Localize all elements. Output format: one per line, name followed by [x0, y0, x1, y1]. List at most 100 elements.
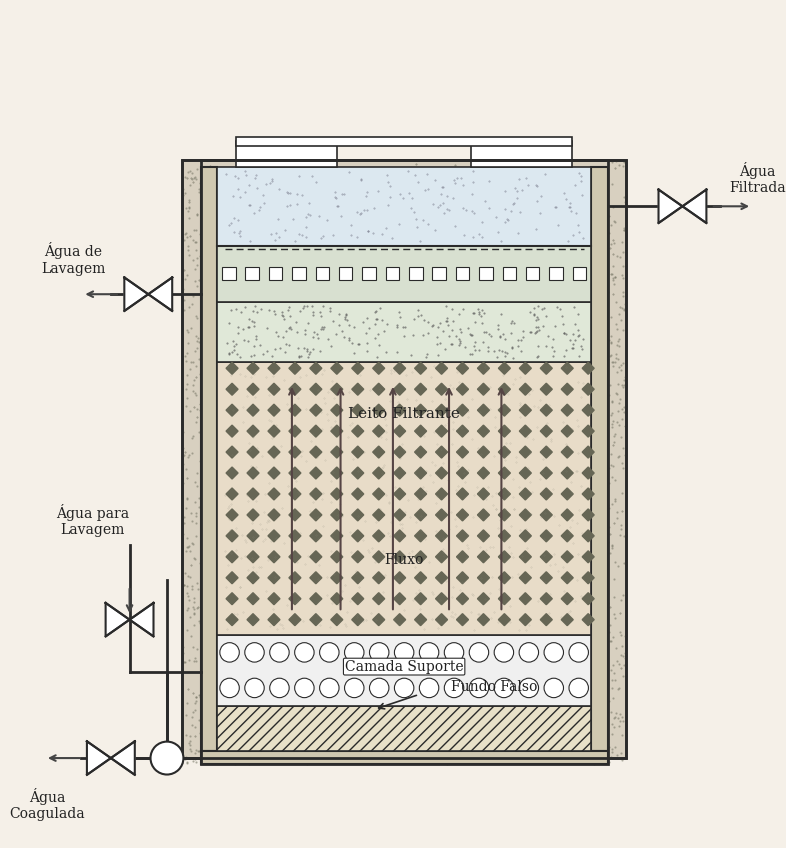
Circle shape [369, 678, 389, 698]
Polygon shape [373, 593, 384, 605]
Circle shape [519, 643, 538, 662]
Polygon shape [226, 383, 238, 395]
Polygon shape [394, 551, 406, 563]
Circle shape [295, 678, 314, 698]
Circle shape [469, 678, 489, 698]
Polygon shape [268, 593, 280, 605]
Polygon shape [498, 488, 510, 500]
Polygon shape [561, 509, 573, 521]
Polygon shape [289, 425, 301, 437]
Polygon shape [352, 593, 364, 605]
Polygon shape [582, 530, 594, 542]
Polygon shape [435, 362, 447, 374]
Polygon shape [373, 362, 384, 374]
Polygon shape [457, 446, 468, 458]
Polygon shape [435, 404, 447, 416]
Polygon shape [373, 446, 384, 458]
Bar [479, 267, 493, 281]
Polygon shape [582, 467, 594, 479]
Polygon shape [561, 488, 573, 500]
Bar [245, 267, 259, 281]
Circle shape [270, 643, 289, 662]
Circle shape [544, 643, 564, 662]
Bar [269, 267, 282, 281]
Polygon shape [477, 446, 490, 458]
Polygon shape [414, 425, 427, 437]
Polygon shape [373, 425, 384, 437]
Circle shape [320, 643, 339, 662]
Polygon shape [477, 467, 490, 479]
Polygon shape [247, 551, 259, 563]
Polygon shape [247, 593, 259, 605]
Circle shape [395, 643, 414, 662]
Circle shape [569, 678, 589, 698]
Polygon shape [87, 741, 111, 775]
Polygon shape [394, 593, 406, 605]
Polygon shape [414, 530, 427, 542]
Polygon shape [394, 467, 406, 479]
Polygon shape [435, 614, 447, 626]
Polygon shape [659, 190, 682, 223]
Polygon shape [477, 383, 490, 395]
Polygon shape [520, 551, 531, 563]
Circle shape [444, 678, 464, 698]
Polygon shape [520, 362, 531, 374]
Polygon shape [457, 572, 468, 583]
Bar [315, 267, 329, 281]
Polygon shape [520, 446, 531, 458]
Polygon shape [331, 362, 343, 374]
Circle shape [469, 643, 489, 662]
Circle shape [244, 643, 264, 662]
Polygon shape [373, 614, 384, 626]
Polygon shape [289, 614, 301, 626]
Text: Fundo Falso: Fundo Falso [450, 680, 537, 694]
Polygon shape [394, 530, 406, 542]
Text: Leito Filtrante: Leito Filtrante [348, 407, 460, 421]
Polygon shape [373, 551, 384, 563]
Polygon shape [477, 572, 490, 583]
Polygon shape [561, 551, 573, 563]
Polygon shape [477, 488, 490, 500]
Polygon shape [247, 446, 259, 458]
Polygon shape [477, 551, 490, 563]
Polygon shape [149, 277, 172, 311]
Polygon shape [498, 593, 510, 605]
Polygon shape [268, 488, 280, 500]
Bar [292, 267, 306, 281]
Polygon shape [394, 404, 406, 416]
Polygon shape [289, 362, 301, 374]
Polygon shape [414, 614, 427, 626]
Polygon shape [414, 446, 427, 458]
Polygon shape [226, 530, 238, 542]
Polygon shape [394, 509, 406, 521]
Polygon shape [352, 362, 364, 374]
Bar [217, 361, 591, 634]
Polygon shape [498, 446, 510, 458]
Bar [236, 137, 572, 147]
Polygon shape [352, 404, 364, 416]
Polygon shape [457, 530, 468, 542]
Polygon shape [289, 488, 301, 500]
Polygon shape [331, 425, 343, 437]
Polygon shape [477, 614, 490, 626]
Polygon shape [582, 446, 594, 458]
Bar [200, 167, 217, 750]
Polygon shape [352, 467, 364, 479]
Polygon shape [226, 467, 238, 479]
Polygon shape [130, 603, 153, 636]
Polygon shape [414, 509, 427, 521]
Bar [502, 267, 516, 281]
Polygon shape [520, 467, 531, 479]
Polygon shape [457, 593, 468, 605]
Polygon shape [582, 425, 594, 437]
Bar [409, 267, 423, 281]
Polygon shape [582, 572, 594, 583]
Polygon shape [540, 467, 553, 479]
Polygon shape [457, 425, 468, 437]
Polygon shape [582, 509, 594, 521]
Polygon shape [561, 593, 573, 605]
Polygon shape [561, 362, 573, 374]
Polygon shape [268, 551, 280, 563]
Polygon shape [414, 593, 427, 605]
Polygon shape [268, 467, 280, 479]
